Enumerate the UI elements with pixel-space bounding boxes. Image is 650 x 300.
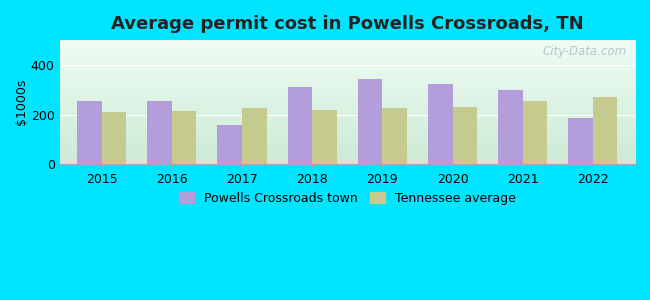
- Bar: [77, 101, 101, 164]
- Bar: [498, 90, 523, 164]
- Bar: [593, 97, 618, 164]
- Bar: [382, 108, 407, 164]
- Bar: [101, 112, 126, 164]
- Bar: [242, 108, 266, 164]
- Bar: [452, 107, 477, 164]
- Text: City-Data.com: City-Data.com: [542, 45, 627, 58]
- Bar: [148, 101, 172, 164]
- Bar: [287, 87, 312, 164]
- Bar: [568, 118, 593, 164]
- Legend: Powells Crossroads town, Tennessee average: Powells Crossroads town, Tennessee avera…: [174, 187, 521, 210]
- Title: Average permit cost in Powells Crossroads, TN: Average permit cost in Powells Crossroad…: [111, 15, 584, 33]
- Bar: [312, 110, 337, 164]
- Bar: [358, 79, 382, 164]
- Bar: [428, 84, 452, 164]
- Bar: [172, 111, 196, 164]
- Bar: [523, 101, 547, 164]
- Bar: [217, 124, 242, 164]
- Y-axis label: $1000s: $1000s: [15, 79, 28, 125]
